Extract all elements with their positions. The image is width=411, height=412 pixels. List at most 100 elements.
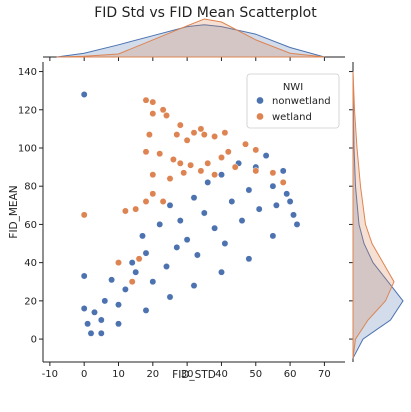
point-nonwetland: [101, 297, 109, 305]
point-wetland: [211, 133, 219, 140]
point-wetland: [190, 129, 198, 137]
x-tick-label: 70: [318, 369, 331, 380]
point-wetland: [224, 148, 232, 156]
point-nonwetland: [91, 308, 98, 316]
legend-marker-wetland: [256, 112, 264, 121]
point-nonwetland: [132, 268, 140, 276]
point-nonwetland: [228, 198, 236, 205]
point-nonwetland: [80, 305, 88, 312]
point-nonwetland: [149, 278, 157, 286]
point-nonwetland: [97, 329, 105, 337]
x-density-nonwetland: [56, 24, 325, 58]
point-wetland: [204, 159, 212, 167]
point-nonwetland: [193, 251, 201, 259]
point-nonwetland: [238, 217, 246, 225]
point-wetland: [197, 125, 205, 133]
point-nonwetland: [115, 320, 122, 328]
x-tick-label: 60: [284, 369, 297, 380]
point-nonwetland: [204, 178, 212, 186]
point-wetland: [128, 278, 136, 286]
point-wetland: [187, 161, 195, 169]
y-tick-label: 80: [24, 182, 37, 193]
legend-label-nonwetland: nonwetland: [272, 96, 331, 107]
point-nonwetland: [128, 259, 136, 267]
point-wetland: [221, 129, 229, 137]
y-marginal-density: [349, 62, 404, 362]
point-nonwetland: [166, 201, 174, 209]
point-nonwetland: [255, 205, 263, 213]
y-tick-label: 0: [31, 335, 37, 346]
point-nonwetland: [176, 217, 184, 225]
point-nonwetland: [115, 301, 122, 309]
point-wetland: [159, 106, 167, 114]
point-wetland: [149, 110, 157, 118]
point-wetland: [176, 159, 184, 167]
point-wetland: [132, 205, 140, 213]
legend: NWI nonwetland wetland: [246, 73, 340, 129]
x-tick-label: 0: [81, 369, 87, 380]
x-tick-label: 30: [181, 369, 194, 380]
x-tick-label: 50: [249, 369, 262, 380]
point-wetland: [180, 169, 188, 177]
point-wetland: [218, 154, 225, 161]
point-wetland: [173, 131, 181, 139]
point-nonwetland: [245, 186, 253, 194]
point-nonwetland: [190, 194, 198, 202]
point-wetland: [149, 171, 157, 179]
y-tick-label: 120: [18, 105, 37, 116]
point-wetland: [142, 96, 150, 104]
legend-marker-nonwetland: [256, 96, 264, 105]
point-wetland: [231, 163, 239, 171]
x-tick-label: 40: [215, 369, 228, 380]
point-wetland: [135, 255, 143, 263]
point-nonwetland: [290, 211, 297, 219]
point-wetland: [142, 148, 150, 156]
x-density-wetland: [56, 18, 325, 58]
y-density-wetland: [352, 71, 395, 359]
point-wetland: [183, 136, 191, 144]
point-nonwetland: [80, 91, 88, 98]
legend-label-wetland: wetland: [272, 112, 312, 123]
point-wetland: [252, 167, 260, 175]
point-wetland: [149, 98, 157, 106]
point-nonwetland: [211, 224, 219, 232]
point-nonwetland: [218, 268, 225, 276]
y-axis-label: FID_MEAN: [8, 185, 20, 238]
point-nonwetland: [156, 220, 164, 228]
legend-title: NWI: [283, 82, 303, 93]
x-axis-label: FID_STD: [172, 369, 216, 381]
y-tick-label: 100: [18, 143, 37, 154]
point-nonwetland: [80, 272, 88, 280]
point-nonwetland: [218, 171, 225, 179]
point-nonwetland: [279, 167, 287, 175]
point-nonwetland: [166, 293, 174, 301]
point-wetland: [115, 259, 122, 267]
point-nonwetland: [283, 190, 291, 198]
point-nonwetland: [87, 329, 95, 337]
y-tick-label: 20: [24, 296, 37, 307]
point-nonwetland: [142, 306, 150, 314]
point-wetland: [145, 131, 153, 139]
point-nonwetland: [183, 236, 191, 244]
axes: -10 0 10 20 30 40 50 60 70 0 20 40 60 80 100 120 140 FID_…: [8, 62, 345, 381]
point-nonwetland: [163, 263, 170, 270]
point-nonwetland: [293, 220, 301, 228]
point-nonwetland: [272, 201, 280, 209]
point-nonwetland: [139, 232, 146, 240]
point-nonwetland: [190, 282, 198, 290]
scatter-plot-area: [80, 91, 301, 337]
legend-box: [246, 73, 340, 129]
point-wetland: [142, 198, 150, 205]
point-wetland: [163, 112, 170, 119]
point-wetland: [252, 146, 260, 154]
point-wetland: [200, 131, 208, 139]
point-nonwetland: [84, 320, 92, 328]
point-nonwetland: [269, 182, 277, 190]
point-nonwetland: [221, 240, 229, 247]
point-nonwetland: [142, 249, 150, 257]
point-nonwetland: [245, 255, 253, 263]
y-tick-label: 60: [24, 220, 37, 231]
y-tick-label: 140: [18, 67, 37, 78]
point-wetland: [197, 167, 205, 175]
